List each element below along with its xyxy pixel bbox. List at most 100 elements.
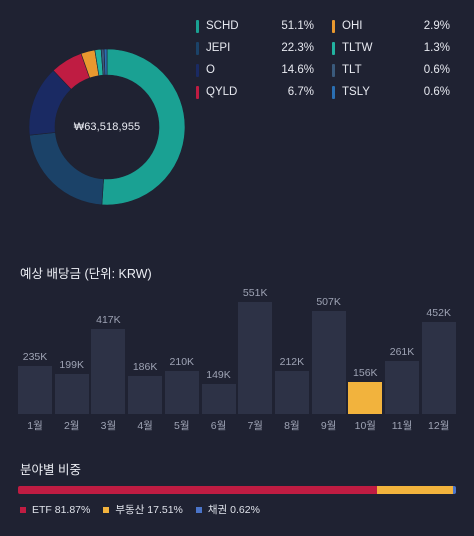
bar-rect[interactable]	[91, 329, 126, 414]
legend-swatch	[196, 41, 199, 55]
legend-swatch	[196, 19, 199, 33]
sector-label: 채권 0.62%	[207, 504, 260, 516]
sector-segment-2	[453, 486, 456, 494]
legend-percent: 6.7%	[287, 86, 314, 98]
bar-rect[interactable]	[274, 370, 309, 414]
sector-swatch	[195, 506, 202, 513]
legend-percent: 51.1%	[281, 20, 314, 32]
sector-legend: ETF 81.87% 부동산 17.51% 채권 0.62%	[20, 502, 273, 517]
bar-3월[interactable]: 417K	[91, 292, 126, 414]
legend-item-qyld: QYLD 6.7%	[196, 84, 314, 100]
legend-swatch	[332, 41, 335, 55]
month-label: 12월	[428, 420, 450, 432]
month-label: 5월	[174, 420, 190, 432]
bar-value-label: 149K	[206, 368, 231, 381]
legend-percent: 2.9%	[423, 20, 450, 32]
sector-legend-item: 부동산 17.51%	[103, 502, 183, 517]
bar-rect[interactable]	[54, 373, 89, 414]
sector-title: 분야별 비중	[20, 463, 81, 477]
sector-segment-0	[18, 486, 377, 494]
sector-swatch	[103, 506, 110, 513]
legend-percent: 0.6%	[423, 86, 450, 98]
bar-rect[interactable]	[385, 360, 419, 414]
portfolio-total: ₩63,518,955	[73, 121, 141, 133]
bar-rect[interactable]	[421, 322, 456, 414]
bar-rect[interactable]	[238, 301, 273, 414]
legend-ticker: TLTW	[342, 42, 373, 54]
legend-swatch	[196, 63, 199, 77]
legend-item-schd: SCHD 51.1%	[196, 18, 314, 34]
bar-value-label: 199K	[59, 358, 84, 371]
month-label: 11월	[391, 420, 413, 432]
month-label: 4월	[137, 420, 153, 432]
bar-10월[interactable]: 156K	[348, 292, 383, 414]
legend-ticker: O	[206, 64, 215, 76]
legend-swatch	[332, 19, 335, 33]
month-label: 10월	[354, 420, 376, 432]
legend-item-ohi: OHI 2.9%	[332, 18, 450, 34]
bar-5월[interactable]: 210K	[164, 292, 199, 414]
month-label: 9월	[320, 420, 337, 432]
legend-item-o: O 14.6%	[196, 62, 314, 78]
bar-rect[interactable]	[201, 383, 236, 414]
bar-11월[interactable]: 261K	[385, 292, 419, 414]
bar-9월[interactable]: 507K	[311, 292, 346, 414]
bar-rect[interactable]	[311, 310, 346, 414]
legend-item-tsly: TSLY 0.6%	[332, 84, 450, 100]
bar-value-label: 156K	[353, 367, 378, 380]
legend-swatch	[332, 63, 335, 77]
sector-stacked-bar	[18, 486, 456, 494]
bar-value-label: 210K	[169, 356, 195, 369]
bar-rect[interactable]	[348, 382, 383, 414]
sector-label: 부동산 17.51%	[115, 504, 183, 516]
sector-legend-item: ETF 81.87%	[20, 504, 90, 516]
legend-item-tltw: TLTW 1.3%	[332, 40, 450, 56]
bar-value-label: 235K	[22, 351, 48, 364]
bar-value-label: 212K	[279, 355, 305, 368]
bar-rect[interactable]	[18, 366, 52, 414]
legend-ticker: QYLD	[206, 86, 238, 98]
bar-8월[interactable]: 212K	[274, 292, 309, 414]
bar-12월[interactable]: 452K	[421, 292, 456, 414]
legend-percent: 14.6%	[281, 64, 314, 76]
legend-ticker: SCHD	[206, 20, 239, 32]
sector-label: ETF 81.87%	[32, 503, 91, 516]
bar-6월[interactable]: 149K	[201, 292, 236, 414]
legend-percent: 22.3%	[281, 42, 314, 54]
dividend-chart-title: 예상 배당금 (단위: KRW)	[20, 267, 152, 281]
month-label: 2월	[63, 420, 80, 432]
bar-4월[interactable]: 186K	[128, 292, 163, 414]
legend-ticker: OHI	[342, 20, 363, 32]
bar-value-label: 507K	[316, 295, 341, 308]
legend-ticker: TSLY	[342, 86, 370, 98]
month-label: 8월	[284, 420, 300, 432]
month-label: 7월	[247, 420, 263, 432]
donut-svg	[28, 48, 186, 206]
bar-value-label: 186K	[132, 361, 158, 374]
legend-percent: 0.6%	[423, 64, 450, 76]
sector-swatch	[20, 506, 26, 513]
portfolio-donut-chart: ₩63,518,955	[28, 48, 186, 206]
legend-swatch	[196, 85, 199, 99]
bar-7월[interactable]: 551K	[238, 287, 273, 414]
sector-segment-1	[376, 486, 454, 494]
dividend-bar-chart: 235K 199K 417K 186K 210K 149K 551K 212K 507K 156K…	[18, 287, 456, 414]
bar-rect[interactable]	[164, 371, 199, 414]
donut-slice-schd	[101, 48, 186, 206]
bar-value-label: 417K	[96, 314, 121, 327]
bar-value-label: 551K	[242, 286, 268, 299]
legend-ticker: TLT	[342, 64, 362, 76]
bar-value-label: 452K	[426, 307, 451, 320]
legend-ticker: JEPI	[206, 42, 231, 54]
month-label: 6월	[210, 420, 227, 432]
bar-2월[interactable]: 199K	[54, 292, 89, 414]
legend-percent: 1.3%	[423, 42, 450, 54]
legend-swatch	[332, 85, 335, 99]
bar-1월[interactable]: 235K	[18, 292, 52, 414]
month-label: 1월	[27, 420, 43, 432]
bar-rect[interactable]	[128, 376, 163, 414]
legend-item-jepi: JEPI 22.3%	[196, 40, 314, 56]
donut-slice-tsly	[103, 48, 108, 76]
sector-legend-item: 채권 0.62%	[195, 502, 260, 517]
bar-value-label: 261K	[389, 345, 415, 358]
